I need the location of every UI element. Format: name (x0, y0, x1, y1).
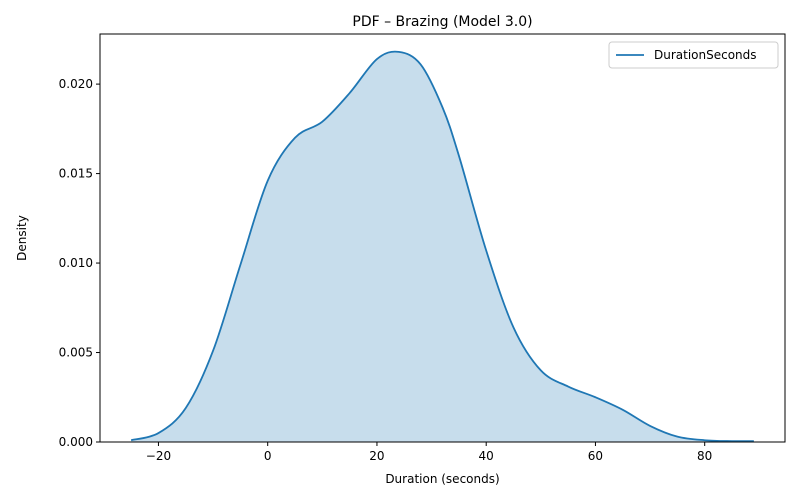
x-tick-label: 80 (697, 449, 712, 463)
y-tick-label: 0.000 (59, 435, 93, 449)
y-axis: 0.000 0.005 0.010 0.015 0.020 (59, 77, 100, 449)
x-tick-label: 40 (479, 449, 494, 463)
plot-area (130, 50, 754, 443)
y-tick-label: 0.015 (59, 167, 93, 181)
chart-title: PDF – Brazing (Model 3.0) (352, 14, 532, 30)
legend-box (608, 41, 779, 69)
density-curve-line (130, 50, 754, 443)
y-tick-label: 0.005 (59, 346, 93, 360)
legend-label: DurationSeconds (654, 48, 757, 62)
x-tick-label: 60 (588, 449, 603, 463)
x-axis: −20 0 20 40 60 80 (146, 442, 712, 463)
axes-frame (99, 33, 786, 443)
x-tick-label: 20 (369, 449, 384, 463)
x-tick-label: 0 (264, 449, 272, 463)
y-tick-label: 0.010 (59, 256, 93, 270)
y-axis-label: Density (15, 215, 29, 261)
x-axis-label: Duration (seconds) (385, 472, 499, 486)
x-tick-label: −20 (146, 449, 171, 463)
density-area-fill (131, 51, 754, 442)
y-tick-label: 0.020 (59, 77, 93, 91)
legend: DurationSeconds (608, 41, 779, 69)
